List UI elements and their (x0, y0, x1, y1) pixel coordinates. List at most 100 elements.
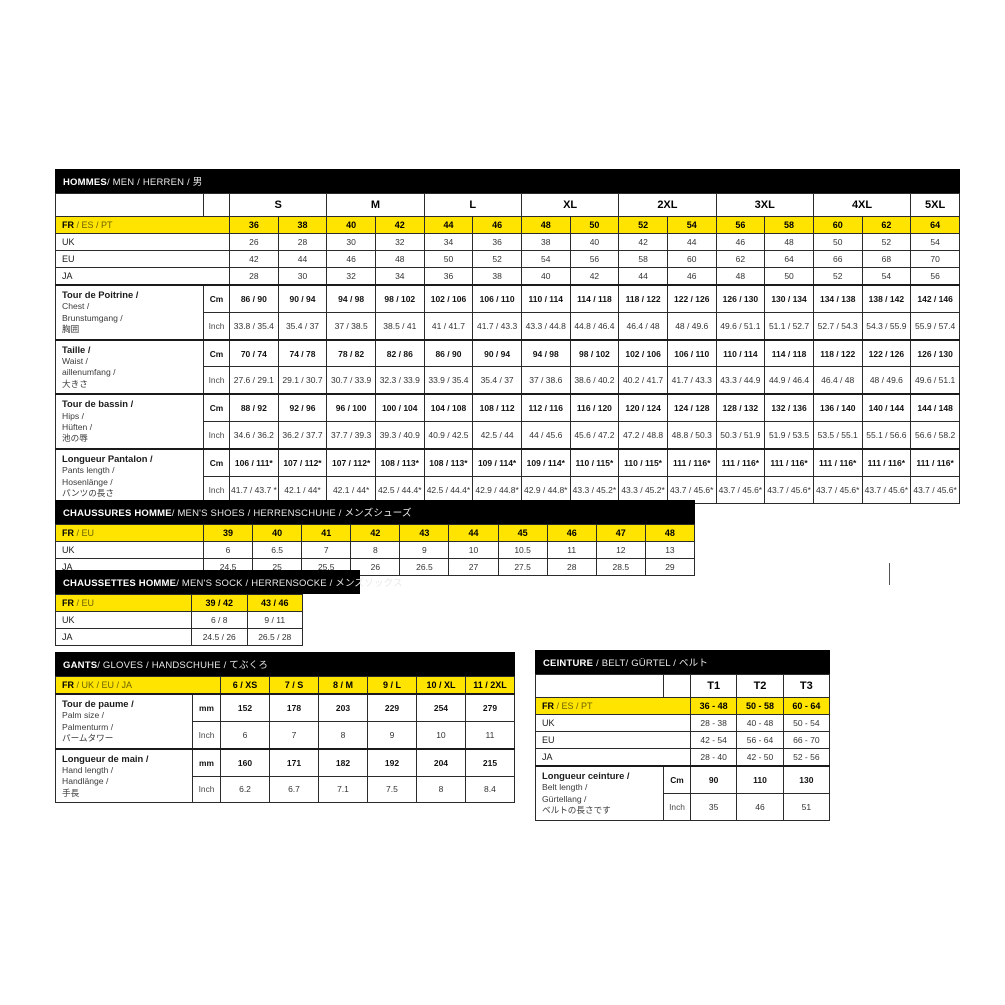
men-measure-3-cm-8: 110 / 115* (618, 447, 668, 477)
men-eu-value-11: 64 (764, 250, 814, 268)
socks-uk-value-1: 9 / 11 (246, 611, 303, 629)
men-measure-0-inch-8: 46.4 / 48 (618, 311, 668, 341)
shoes-fr-value-0: 39 (202, 524, 254, 542)
men-measure-3-cm-row: Longueur Pantalon / Pants length / Hosenlä… (55, 447, 960, 504)
men-measure-0-inch-row: Inch 33.8 / 35.4 35.4 / 37 37 / 38.5 38.5 / … (56, 311, 960, 341)
men-measure-2-name: Tour de bassin / Hips / Hüften / 池の辱 (55, 393, 204, 450)
men-measure-1-inch-2: 30.7 / 33.9 (326, 366, 376, 395)
men-size-group-row: S M L XL 2XL 3XL 4XL 5XL (55, 193, 960, 217)
socks-banner: CHAUSSETTES HOMME/ MEN'S SOCK / HERRENSO… (55, 570, 403, 594)
men-measure-1-cm-row: Taille / Waist / aillenumfang / 大きさ Cm 70 / 7… (55, 338, 960, 395)
men-measure-2-cm-11: 132 / 136 (764, 393, 814, 423)
men-measure-0-inch-9: 48 / 49.6 (666, 311, 717, 341)
belt-row-ja: JA 28 - 40 42 - 50 52 - 56 (535, 748, 831, 767)
gloves-key-value-2: 8 / M (317, 676, 368, 695)
men-uk-value-14: 54 (910, 233, 960, 251)
men-measure-0-cm-9: 122 / 126 (666, 283, 717, 313)
belt-corner-cell (535, 674, 664, 698)
men-measure-3-cm-14: 111 / 116* (910, 447, 960, 477)
men-measure-3-unit-inch: Inch (203, 475, 230, 504)
men-measure-0-cm-4: 102 / 106 (423, 283, 474, 313)
men-measure-0-inch-2: 37 / 38.5 (326, 311, 376, 341)
men-measure-0-unit-cm: Cm (203, 283, 230, 313)
men-eu-value-13: 68 (861, 250, 912, 268)
men-measure-0-inch-12: 52.7 / 54.3 (812, 311, 863, 341)
men-uk-value-5: 36 (472, 233, 522, 251)
men-fr-value-2: 40 (326, 216, 376, 234)
men-eu-value-1: 44 (277, 250, 328, 268)
men-measure-3-cm-3: 108 / 113* (374, 447, 425, 477)
men-measure-1-cm-0: 70 / 74 (229, 338, 279, 368)
men-ja-value-12: 52 (812, 267, 863, 286)
men-measure-2-inch-8: 47.2 / 48.8 (618, 421, 668, 450)
socks-banner-title: CHAUSSETTES HOMME (63, 578, 177, 589)
men-fr-value-14: 64 (910, 216, 960, 234)
men-uk-value-4: 34 (423, 233, 474, 251)
men-measure-3-inch-8: 43.3 / 45.2* (618, 475, 668, 504)
men-fr-row: FR / ES / PT 36 38 40 42 44 46 48 50 52 54 56 58 60 62… (55, 216, 960, 234)
men-measure-0-inch-1: 35.4 / 37 (277, 311, 328, 341)
men-fr-value-13: 62 (861, 216, 912, 234)
belt-uk-value-0: 28 - 38 (689, 714, 738, 732)
shoes-uk-value-0: 6 (202, 541, 254, 559)
men-measure-0-cm-2: 94 / 98 (326, 283, 376, 313)
socks-fr-value-1: 43 / 46 (246, 594, 303, 612)
men-measure-2-inch-14: 56.6 / 58.2 (910, 421, 960, 450)
men-measure-0-cm-row: Tour de Poitrine / Chest / Brunstumgang / 胸… (55, 283, 960, 341)
men-measure-2-cm-2: 96 / 100 (326, 393, 376, 423)
men-measure-1-cm-4: 86 / 90 (423, 338, 474, 368)
men-measure-2-cm-8: 120 / 124 (618, 393, 668, 423)
belt-row-label-eu: EU (535, 731, 691, 749)
belt-ja-value-0: 28 - 40 (689, 748, 738, 767)
men-measure-0-inch-3: 38.5 / 41 (374, 311, 425, 341)
men-ja-value-7: 42 (569, 267, 620, 286)
shoes-fr-value-8: 47 (595, 524, 646, 542)
men-ja-value-3: 34 (374, 267, 425, 286)
socks-fr-value-0: 39 / 42 (191, 594, 248, 612)
men-measure-2-cm-14: 144 / 148 (910, 393, 960, 423)
shoes-ja-value-6: 27.5 (497, 558, 548, 576)
men-measure-1-cm-8: 102 / 106 (618, 338, 668, 368)
gloves-measure-0-mm-0: 152 (220, 692, 270, 722)
gloves-measure-0-mm-row: Tour de paume / Palm size / Palmenturm / パー… (55, 692, 516, 750)
men-measure-3-inch-13: 43.7 / 45.6* (861, 475, 912, 504)
men-measure-1-cm-13: 122 / 126 (861, 338, 912, 368)
men-eu-value-12: 66 (812, 250, 863, 268)
gloves-measure-1-unit-inch: Inch (191, 775, 222, 804)
shoes-fr-label: FR / EU (55, 524, 204, 542)
men-fr-value-9: 54 (666, 216, 717, 234)
men-measure-0-cm-7: 114 / 118 (569, 283, 620, 313)
shoes-banner: CHAUSSURES HOMME/ MEN'S SHOES / HERRENSC… (55, 500, 695, 524)
shoes-ja-value-8: 28.5 (595, 558, 646, 576)
belt-eu-value-2: 66 - 70 (782, 731, 831, 749)
mens-size-table: S M L XL 2XL 3XL 4XL 5XL FR / ES / PT 36 38 40 42 44 4… (55, 193, 960, 504)
men-measure-2-inch-2: 37.7 / 39.3 (326, 421, 376, 450)
socks-ja-value-0: 24.5 / 26 (191, 628, 248, 646)
men-measure-1-inch-8: 40.2 / 41.7 (618, 366, 668, 395)
men-measure-2-inch-13: 55.1 / 56.6 (861, 421, 912, 450)
belt-ja-value-2: 52 - 56 (782, 748, 831, 767)
men-measure-3-cm-9: 111 / 116* (666, 447, 717, 477)
gloves-key-value-4: 10 / XL (415, 676, 466, 695)
men-measure-2-cm-0: 88 / 92 (229, 393, 279, 423)
gloves-measure-0-name: Tour de paume / Palm size / Palmenturm / パー… (55, 693, 193, 750)
belt-ja-value-1: 42 - 50 (736, 748, 784, 767)
gloves-measure-0-mm-1: 178 (269, 692, 319, 722)
shoes-uk-value-6: 10.5 (497, 541, 548, 559)
men-measure-1-cm-7: 98 / 102 (569, 338, 620, 368)
men-measure-3-name: Longueur Pantalon / Pants length / Hosenlä… (55, 447, 204, 504)
men-fr-value-5: 46 (472, 216, 522, 234)
men-ja-value-6: 40 (520, 267, 571, 286)
men-ja-value-14: 56 (910, 267, 960, 286)
men-measure-1-unit-inch: Inch (203, 366, 230, 395)
men-measure-0-cm-1: 90 / 94 (277, 283, 328, 313)
gloves-measure-1-inch-5: 8.4 (464, 775, 516, 804)
men-fr-value-1: 38 (277, 216, 328, 234)
men-measure-3-inch-12: 43.7 / 45.6* (812, 475, 863, 504)
men-uk-value-10: 46 (715, 233, 766, 251)
gloves-measure-0-inch-2: 8 (317, 720, 368, 750)
gloves-measure-1-name: Longueur de main / Hand length / Handlänge… (55, 747, 193, 804)
belt-measure-inch-2: 51 (782, 792, 831, 821)
men-fr-value-8: 52 (618, 216, 668, 234)
